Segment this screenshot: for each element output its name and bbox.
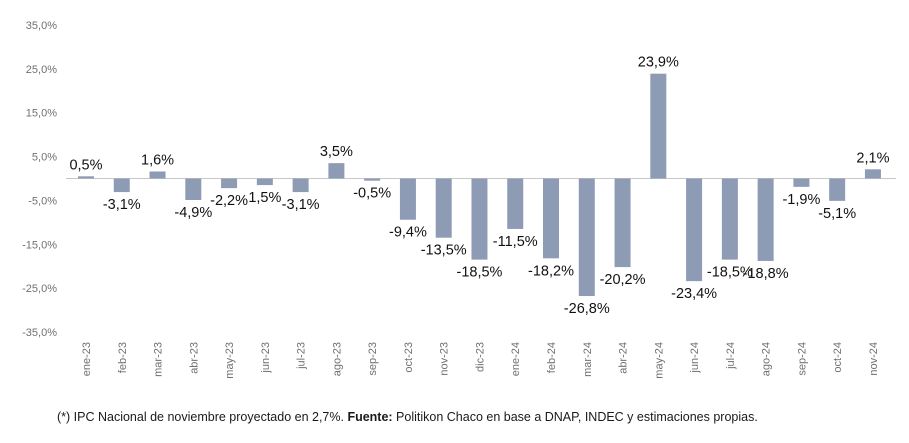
x-tick-label: dic-23 xyxy=(474,342,486,372)
y-tick-label: 25,0% xyxy=(26,64,57,76)
x-tick-label: oct-24 xyxy=(832,342,844,373)
bar-abr-23 xyxy=(185,178,202,200)
data-label-nov-24: 2,1% xyxy=(856,150,889,166)
x-tick-label: jul-23 xyxy=(296,342,308,370)
y-tick-label: -35,0% xyxy=(22,327,57,339)
footnote: (*) IPC Nacional de noviembre proyectado… xyxy=(57,410,758,424)
data-label-feb-24: -18,2% xyxy=(528,263,574,279)
footnote-source-label: Fuente: xyxy=(347,410,393,424)
bar-dic-23 xyxy=(471,178,488,260)
x-tick-label: jul-24 xyxy=(725,342,737,370)
bar-feb-23 xyxy=(113,178,130,193)
bar-feb-24 xyxy=(543,178,560,259)
y-tick-label: -15,0% xyxy=(22,239,57,251)
bar-may-24 xyxy=(650,73,667,179)
bar-nov-23 xyxy=(435,178,452,238)
x-tick-label: feb-24 xyxy=(546,342,558,373)
data-label-nov-23: -13,5% xyxy=(421,243,467,259)
y-tick-label: -5,0% xyxy=(28,195,57,207)
bar-ago-23 xyxy=(328,163,345,179)
footnote-source-text: Politikon Chaco en base a DNAP, INDEC y … xyxy=(392,410,758,424)
bar-ene-23 xyxy=(78,176,94,179)
data-label-sep-23: -0,5% xyxy=(353,186,391,202)
bar-nov-24 xyxy=(864,169,881,179)
x-tick-label: nov-24 xyxy=(868,342,880,376)
x-tick-label: mar-23 xyxy=(153,342,165,377)
x-tick-label: jun-23 xyxy=(260,342,272,374)
data-label-oct-24: -5,1% xyxy=(818,206,856,222)
x-tick-label: ago-23 xyxy=(331,342,343,376)
bar-ago-24 xyxy=(757,178,774,261)
data-label-abr-24: -20,2% xyxy=(600,272,646,288)
data-label-jun-24: -23,4% xyxy=(671,286,717,302)
data-label-mar-23: 1,6% xyxy=(141,152,174,168)
data-label-oct-23: -9,4% xyxy=(389,225,427,241)
x-tick-label: may-24 xyxy=(653,342,665,379)
data-label-abr-23: -4,9% xyxy=(174,205,212,221)
y-tick-label: 5,0% xyxy=(32,152,57,164)
bar-sep-24 xyxy=(793,178,810,187)
x-tick-label: ene-23 xyxy=(81,342,93,376)
data-label-feb-23: -3,1% xyxy=(103,197,141,213)
x-tick-label: abr-23 xyxy=(188,342,200,374)
bar-jul-24 xyxy=(721,178,738,260)
x-tick-label: mar-24 xyxy=(582,342,594,377)
y-tick-label: 35,0% xyxy=(26,20,57,32)
data-label-ene-24: -11,5% xyxy=(493,234,538,250)
x-tick-label: feb-23 xyxy=(117,342,129,373)
y-tick-label: -25,0% xyxy=(22,283,57,295)
bar-mar-23 xyxy=(149,171,166,179)
x-tick-label: abr-24 xyxy=(618,342,630,374)
data-label-may-24: 23,9% xyxy=(638,55,679,71)
x-tick-label: ago-24 xyxy=(761,342,773,376)
bar-may-23 xyxy=(221,178,238,189)
x-tick-label: sep-24 xyxy=(796,342,808,376)
bar-oct-24 xyxy=(829,178,846,201)
x-tick-label: jun-24 xyxy=(689,342,701,374)
x-tick-label: oct-23 xyxy=(403,342,415,373)
x-tick-label: nov-23 xyxy=(439,342,451,376)
data-label-dic-23: -18,5% xyxy=(456,265,502,281)
bar-abr-24 xyxy=(614,178,631,268)
data-label-jun-23: 1,5% xyxy=(248,190,281,206)
data-label-may-23: -2,2% xyxy=(210,193,248,209)
bar-sep-23 xyxy=(364,178,381,181)
x-tick-label: ene-24 xyxy=(510,342,522,376)
footnote-prefix: (*) IPC Nacional de noviembre proyectado… xyxy=(57,410,348,424)
data-label-ene-23: 0,5% xyxy=(69,157,102,173)
data-label-jul-24: -18,5% xyxy=(707,265,753,281)
y-tick-label: 15,0% xyxy=(26,108,57,120)
data-label-sep-24: -1,9% xyxy=(782,192,820,208)
bar-chart: 35,0% 25,0% 15,0% 5,0% -5,0% -15,0% -25,0% -35,… xyxy=(22,20,896,379)
bar-jul-23 xyxy=(292,178,309,193)
bar-ene-24 xyxy=(507,178,524,229)
data-label-ago-24: -18,8% xyxy=(743,266,789,282)
x-tick-label: may-23 xyxy=(224,342,236,379)
bar-oct-23 xyxy=(399,178,416,220)
x-tick-label: sep-23 xyxy=(367,342,379,376)
data-label-mar-24: -26,8% xyxy=(564,301,610,317)
bar-jun-23 xyxy=(256,178,273,186)
bar-jun-24 xyxy=(686,178,703,282)
bar-mar-24 xyxy=(578,178,595,297)
data-label-ago-23: 3,5% xyxy=(320,144,353,160)
data-label-jul-23: -3,1% xyxy=(282,197,320,213)
